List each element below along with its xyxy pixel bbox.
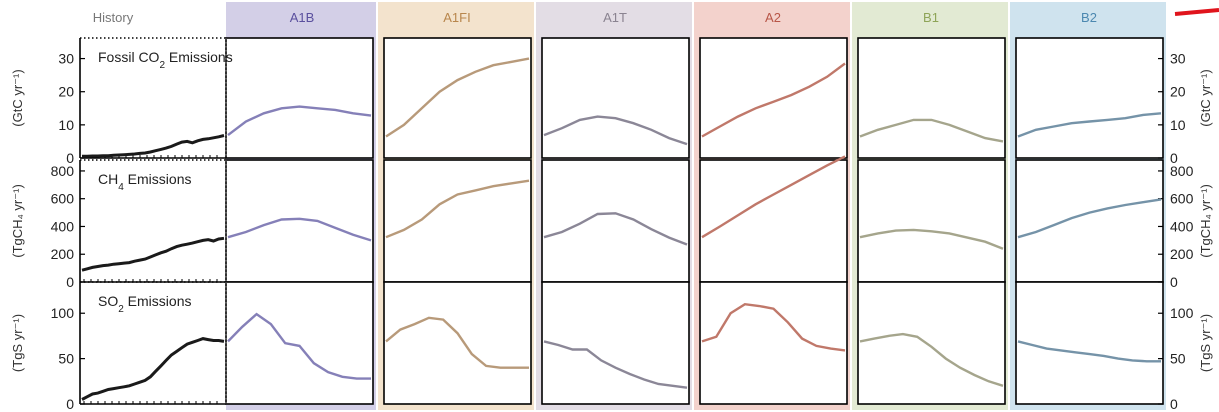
y-tick-label-right: 10 — [1170, 117, 1186, 133]
history-series-line — [82, 134, 225, 158]
panel-frame — [383, 281, 532, 405]
y-tick-label-right: 20 — [1170, 84, 1186, 100]
panel-frame — [383, 37, 532, 159]
y-tick-label-right: 0 — [1170, 150, 1178, 166]
panel-title: CH4 Emissions — [98, 171, 191, 193]
history-series-line — [81, 236, 225, 272]
scenario-line-A2 — [701, 302, 846, 352]
y-tick-label: 10 — [58, 117, 74, 133]
y-tick-label: 20 — [58, 84, 74, 100]
y-tick-label: 0 — [66, 274, 74, 290]
scenario-line-B1 — [859, 118, 1004, 143]
scenario-line-A1T — [543, 212, 688, 246]
panel-frame — [225, 37, 374, 159]
scenario-line-B1 — [859, 332, 1004, 387]
column-header: B1 — [923, 10, 939, 25]
y-tick-label-right: 0 — [1170, 274, 1178, 290]
panel-frame — [699, 37, 848, 159]
panel-title: SO2 Emissions — [98, 293, 191, 315]
scenario-line-A1B — [227, 217, 372, 242]
red-arrow-mark — [1174, 8, 1219, 16]
y-tick-label-right: 400 — [1170, 218, 1194, 234]
y-axis-label-left: (TgCH₄ yr⁻¹) — [10, 184, 25, 258]
panel-frame — [225, 159, 374, 283]
y-tick-label: 200 — [51, 246, 75, 262]
panel-frame — [857, 281, 1006, 405]
scenario-line-B2 — [1017, 340, 1161, 363]
y-tick-label-right: 600 — [1170, 191, 1194, 207]
scenario-line-A1T — [543, 115, 688, 146]
y-tick-label: 100 — [51, 305, 75, 321]
y-axis-label-left: (GtC yr⁻¹) — [10, 69, 25, 126]
y-tick-label-right: 200 — [1170, 246, 1194, 262]
panel-frame — [225, 281, 374, 405]
scenario-line-A1FI — [385, 57, 530, 138]
y-tick-label-right: 30 — [1170, 51, 1186, 67]
panel-frame — [1015, 37, 1164, 159]
panel-frame — [541, 159, 690, 283]
panel-frame — [857, 159, 1006, 283]
column-header: A1FI — [443, 10, 470, 25]
scenario-line-A1B — [227, 105, 372, 137]
scenario-line-A2 — [701, 155, 846, 239]
y-tick-label: 400 — [51, 218, 75, 234]
column-header: History — [93, 10, 134, 25]
y-tick-label-right: 50 — [1170, 351, 1186, 367]
panel-frame — [1015, 159, 1164, 283]
y-tick-label: 800 — [51, 163, 75, 179]
scenario-line-A1T — [543, 340, 688, 389]
panel-frame — [857, 37, 1006, 159]
panel-frame — [541, 37, 690, 159]
y-tick-label-right: 800 — [1170, 163, 1194, 179]
column-header: A1T — [603, 10, 627, 25]
scenario-line-B1 — [859, 228, 1004, 250]
scenario-line-A1FI — [385, 316, 529, 369]
panel-title: Fossil CO2 Emissions — [98, 49, 233, 71]
panel-frame — [383, 159, 532, 283]
y-tick-label: 0 — [66, 396, 74, 412]
panel-frame — [699, 159, 848, 283]
y-tick-label-right: 100 — [1170, 305, 1194, 321]
y-tick-label: 600 — [51, 191, 75, 207]
panel-frame — [1015, 281, 1164, 405]
column-header: A2 — [765, 10, 781, 25]
column-header: A1B — [290, 10, 315, 25]
panel-frame — [699, 281, 848, 405]
history-series-line — [81, 337, 225, 401]
scenario-line-A1B — [227, 312, 371, 380]
column-header: B2 — [1081, 10, 1097, 25]
scenario-line-B2 — [1017, 112, 1162, 138]
y-tick-label: 50 — [58, 351, 74, 367]
y-axis-label-right: (GtC yr⁻¹) — [1198, 69, 1213, 126]
scenario-line-B2 — [1017, 198, 1162, 239]
scenario-line-A2 — [701, 62, 846, 138]
scenario-line-A1FI — [385, 179, 530, 239]
y-axis-label-right: (TgCH₄ yr⁻¹) — [1198, 184, 1213, 258]
y-tick-label: 0 — [66, 150, 74, 166]
y-axis-label-right: (TgS yr⁻¹) — [1198, 314, 1213, 372]
y-tick-label-right: 0 — [1170, 396, 1178, 412]
y-axis-label-left: (TgS yr⁻¹) — [10, 314, 25, 372]
y-tick-label: 30 — [58, 51, 74, 67]
